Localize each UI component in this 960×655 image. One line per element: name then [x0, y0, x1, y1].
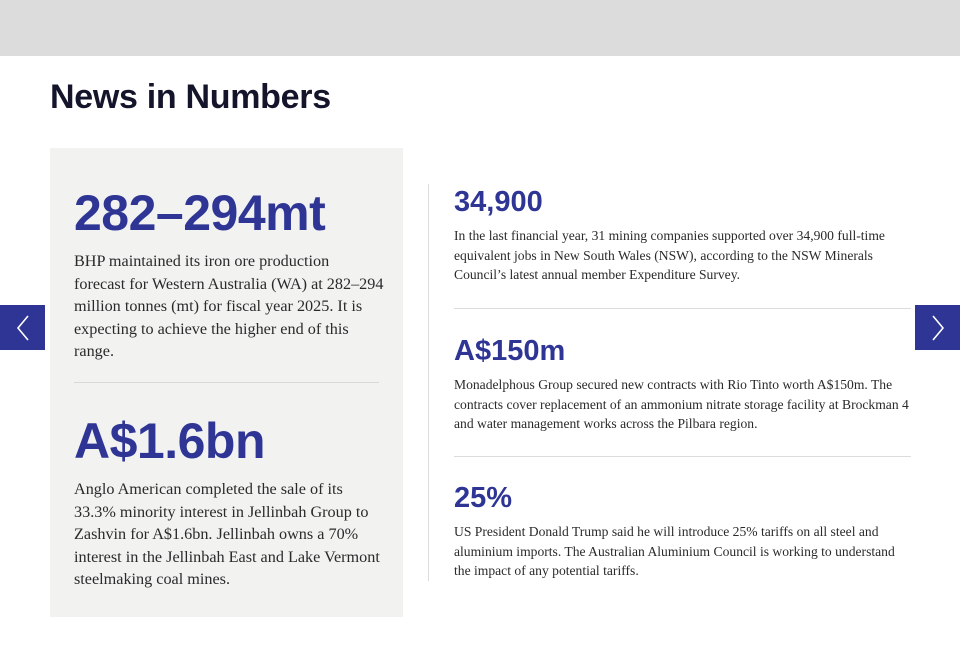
divider: [454, 308, 911, 309]
stat-value: A$1.6bn: [74, 413, 266, 469]
divider: [74, 382, 379, 383]
previous-button[interactable]: [0, 305, 45, 350]
list-item: 25% US President Donald Trump said he wi…: [454, 484, 911, 581]
chevron-left-icon: [16, 314, 29, 341]
list-item: A$150m Monadelphous Group secured new co…: [454, 337, 911, 434]
top-bar: [0, 0, 960, 56]
featured-item: A$1.6bn Anglo American completed the sal…: [74, 416, 384, 591]
stat-value: 25%: [454, 482, 513, 514]
divider: [454, 456, 911, 457]
stat-value: 282–294mt: [74, 185, 326, 241]
stat-description: BHP maintained its iron ore production f…: [74, 252, 384, 360]
next-button[interactable]: [915, 305, 960, 350]
stat-value: 34,900: [454, 186, 543, 218]
stat-description: Anglo American completed the sale of its…: [74, 480, 380, 588]
stat-description: In the last financial year, 31 mining co…: [454, 228, 885, 282]
list-item: 34,900 In the last financial year, 31 mi…: [454, 188, 911, 285]
featured-card: 282–294mt BHP maintained its iron ore pr…: [50, 148, 403, 617]
stat-value: A$150m: [454, 335, 566, 367]
featured-item: 282–294mt BHP maintained its iron ore pr…: [74, 188, 384, 363]
stats-list: 34,900 In the last financial year, 31 mi…: [428, 184, 911, 581]
stat-description: US President Donald Trump said he will i…: [454, 524, 895, 578]
page-title: News in Numbers: [50, 78, 331, 116]
chevron-right-icon: [931, 314, 944, 341]
stat-description: Monadelphous Group secured new contracts…: [454, 377, 909, 431]
